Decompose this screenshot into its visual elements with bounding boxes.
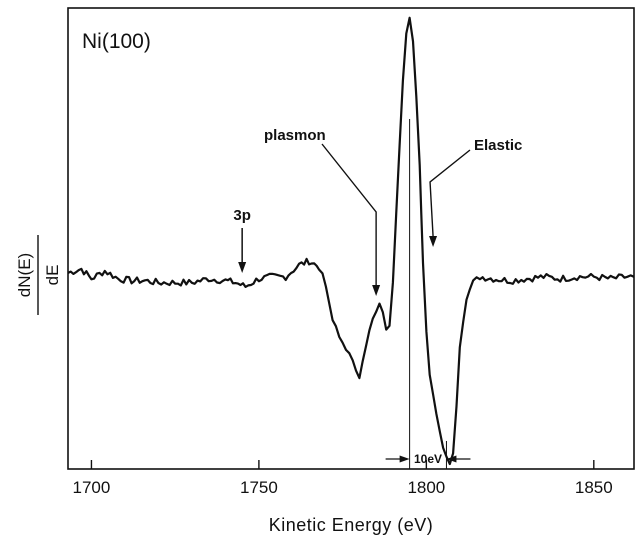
x-axis-title: Kinetic Energy (eV) — [269, 515, 434, 535]
x-tick-label: 1850 — [575, 478, 613, 497]
annotation-plasmon-arrowhead — [372, 285, 381, 296]
width-marker-label: 10eV — [414, 452, 442, 466]
annotation-elastic-arrowhead — [429, 236, 438, 247]
width-marker-left-arrowhead — [399, 455, 410, 463]
annotation-plasmon: plasmon — [264, 127, 381, 296]
annotation-elastic-label: Elastic — [474, 137, 522, 154]
x-tick-label: 1750 — [240, 478, 278, 497]
annotation-width-10ev: 10eV — [385, 119, 471, 469]
annotation-elastic: Elastic — [429, 137, 522, 247]
y-axis-label-denominator: dE — [43, 265, 62, 286]
spectrum-line — [67, 16, 635, 466]
y-axis-label: dN(E) dE — [15, 235, 62, 315]
panel-title: Ni(100) — [82, 30, 151, 53]
annotation-3p-label: 3p — [233, 207, 251, 224]
annotation-3p: 3p — [233, 207, 251, 273]
annotation-3p-arrowhead — [238, 262, 247, 273]
x-tick-label: 1700 — [73, 478, 111, 497]
x-axis-ticks: 1700 1750 1800 1850 — [73, 460, 613, 497]
annotation-elastic-arrow — [429, 149, 471, 237]
y-axis-label-numerator: dN(E) — [15, 253, 34, 297]
annotation-plasmon-arrow — [321, 143, 377, 285]
plot-frame — [67, 7, 635, 470]
width-marker-right-arrowhead — [446, 455, 457, 463]
annotation-plasmon-label: plasmon — [264, 127, 326, 144]
x-tick-label: 1800 — [407, 478, 445, 497]
